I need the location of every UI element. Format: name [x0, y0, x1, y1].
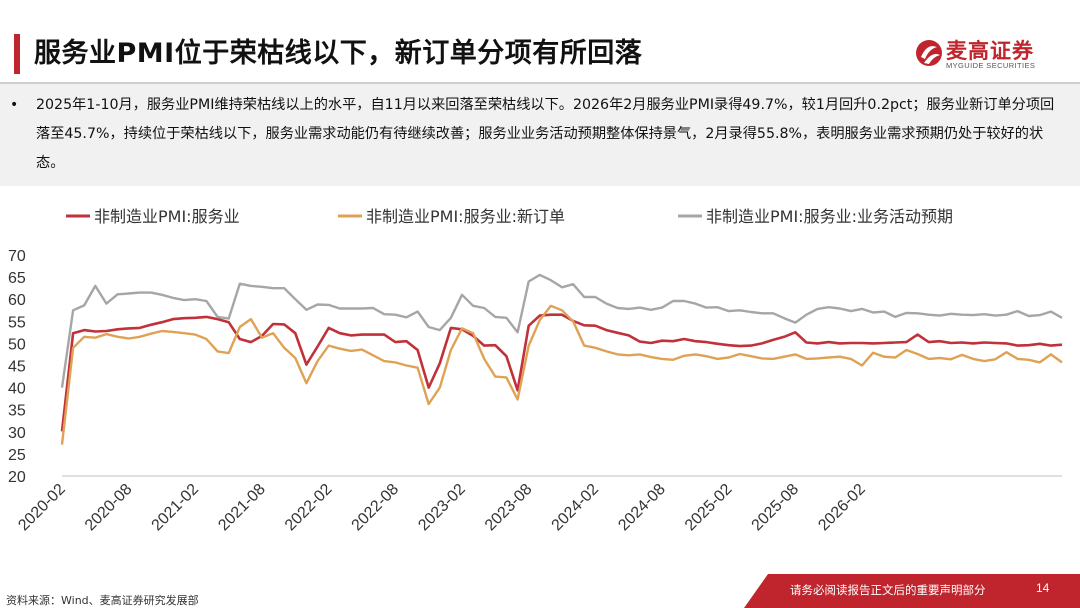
x-tick-label: 2023-08: [482, 481, 536, 535]
line-chart: 非制造业PMI:服务业 非制造业PMI:服务业:新订单 非制造业PMI:服务业:业务…: [8, 207, 1063, 535]
x-tick-label: 2021-08: [215, 481, 269, 535]
logo-subtitle: MYGUIDE SECURITIES: [946, 61, 1036, 70]
summary-bullet: •: [10, 97, 19, 113]
legend-label-1: 非制造业PMI:服务业: [94, 207, 240, 226]
y-tick-label: 65: [8, 270, 26, 287]
y-tick-label: 60: [8, 292, 26, 309]
x-tick-label: 2024-08: [615, 481, 669, 535]
y-tick-label: 35: [8, 403, 26, 420]
y-tick-label: 30: [8, 425, 26, 442]
series-line-2: [60, 304, 1063, 445]
logo-icon: [916, 40, 942, 66]
x-tick-label: 2025-02: [682, 481, 736, 535]
series-line-3: [60, 273, 1063, 388]
source-note: 资料来源：Wind、麦高证券研究发展部: [6, 594, 199, 607]
x-tick-label: 2023-02: [415, 481, 469, 535]
y-tick-label: 40: [8, 381, 26, 398]
x-tick-label: 2022-02: [282, 481, 336, 535]
x-tick-label: 2020-02: [15, 481, 69, 535]
logo-text: 麦高证券: [946, 39, 1034, 63]
x-tick-label: 2024-02: [549, 481, 603, 535]
y-tick-label: 25: [8, 447, 26, 464]
page-number: 14: [1036, 581, 1050, 595]
x-tick-label: 2020-08: [82, 481, 136, 535]
x-tick-label: 2021-02: [149, 481, 203, 535]
y-tick-label: 50: [8, 336, 26, 353]
summary-text: 2025年1-10月，服务业PMI维持荣枯线以上的水平，自11月以来回落至荣枯线…: [36, 97, 1055, 171]
y-tick-label: 55: [8, 314, 26, 331]
y-tick-label: 45: [8, 359, 26, 376]
y-tick-label: 70: [8, 248, 26, 265]
series-line-1: [60, 313, 1063, 432]
summary-panel: [0, 84, 1080, 186]
x-tick-label: 2025-08: [749, 481, 803, 535]
disclaimer-note: 请务必阅读报告正文后的重要声明部分: [790, 583, 986, 597]
page-title: 服务业PMI位于荣枯线以下，新订单分项有所回落: [34, 38, 643, 69]
legend-label-2: 非制造业PMI:服务业:新订单: [366, 207, 565, 226]
x-tick-label: 2022-08: [349, 481, 403, 535]
legend-label-3: 非制造业PMI:服务业:业务活动预期: [706, 207, 953, 226]
y-tick-label: 20: [8, 469, 26, 486]
title-accent-bar: [14, 34, 20, 74]
footer-bar: [744, 574, 1080, 608]
x-tick-label: 2026-02: [815, 481, 869, 535]
header-divider: [0, 82, 1080, 84]
